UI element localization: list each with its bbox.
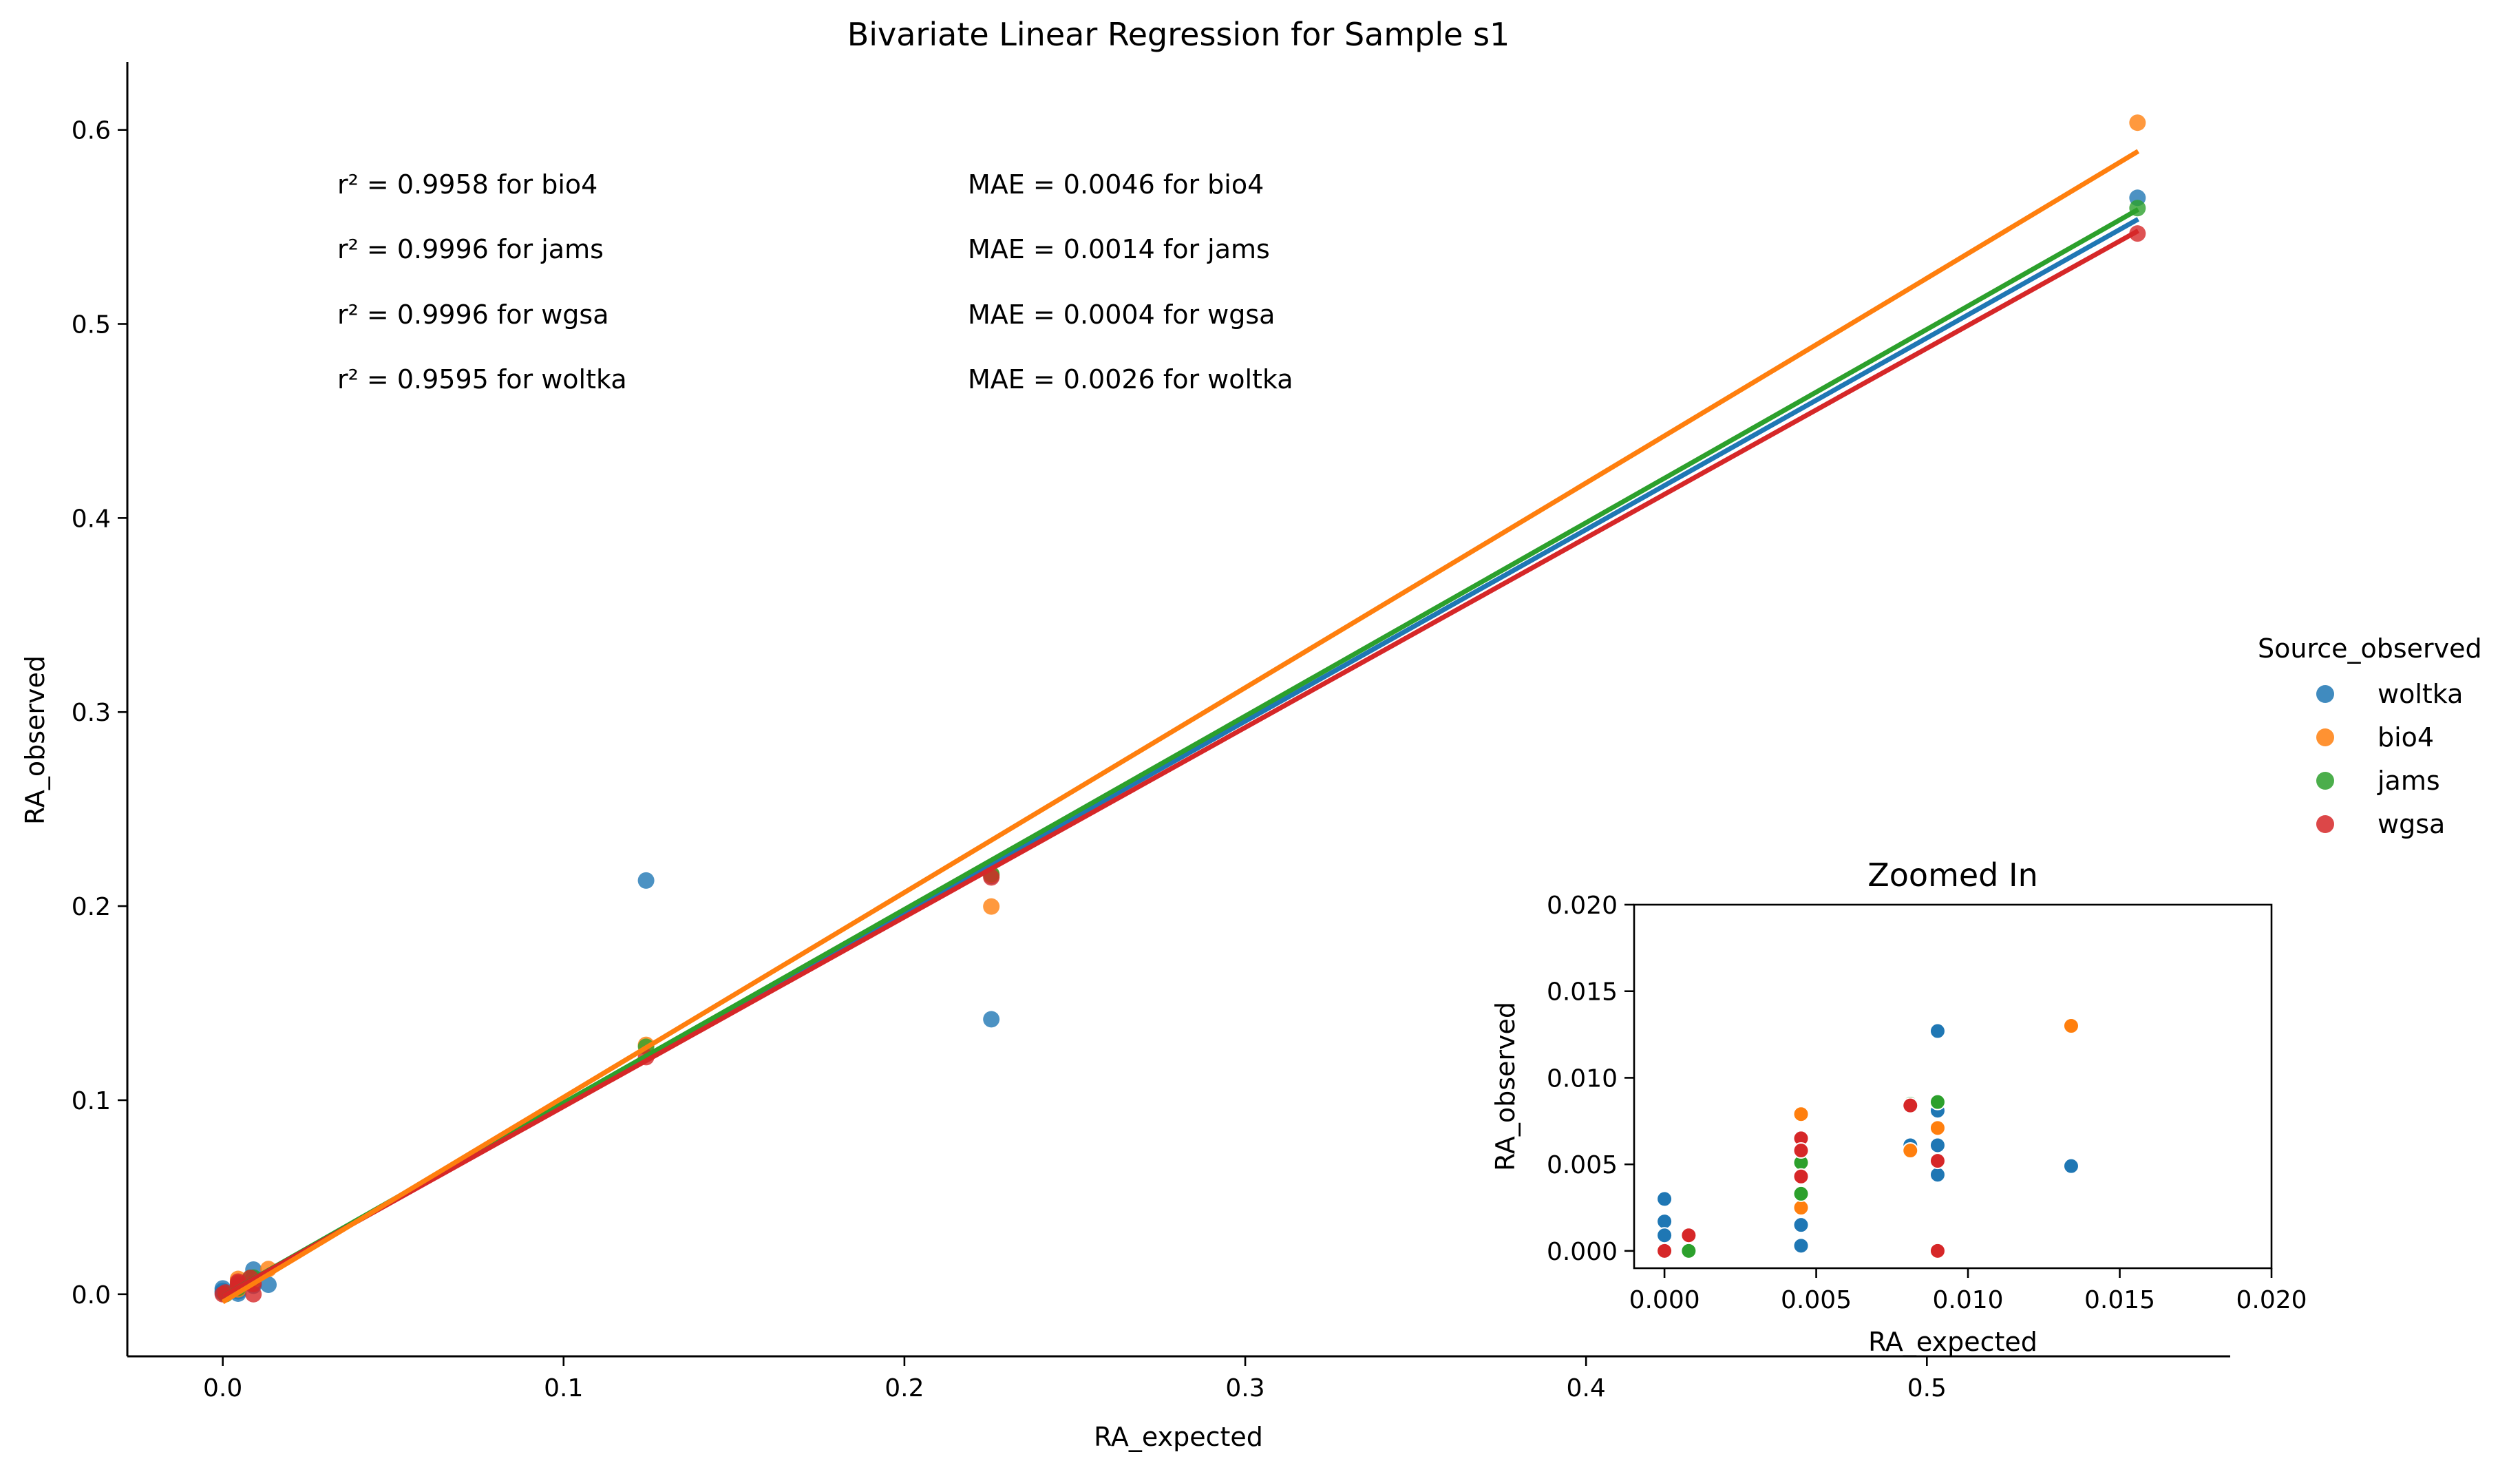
- inset-y-axis-label: RA_observed: [1490, 1002, 1521, 1171]
- y-tick-label: 0.2: [72, 893, 111, 921]
- data-point-woltka: [983, 1011, 1000, 1028]
- mae-annotations: MAE = 0.0046 for bio4 MAE = 0.0014 for j…: [968, 169, 1293, 395]
- inset-x-tick-label: 0.000: [1629, 1286, 1700, 1314]
- data-point-wgsa: [245, 1285, 262, 1303]
- x-tick-label: 0.3: [1225, 1374, 1264, 1402]
- inset-x-tick-label: 0.015: [2084, 1286, 2155, 1314]
- y-tick-label: 0.6: [72, 117, 111, 145]
- mae-annotation-woltka: MAE = 0.0026 for woltka: [968, 364, 1293, 395]
- y-tick-label: 0.1: [72, 1087, 111, 1115]
- y-tick-label: 0.3: [72, 699, 111, 727]
- inset-x-ticks: 0.000 0.005 0.010 0.015 0.020: [1629, 1268, 2307, 1314]
- data-point-bio4: [2129, 114, 2146, 132]
- inset-point-jams: [1929, 1093, 1946, 1111]
- inset-title: Zoomed In: [1867, 856, 2037, 894]
- regression-line-bio4: [221, 149, 2140, 1305]
- legend-label-woltka: woltka: [2378, 679, 2463, 709]
- mae-annotation-bio4: MAE = 0.0046 for bio4: [968, 169, 1264, 200]
- data-point-woltka: [260, 1276, 277, 1293]
- inset-point-woltka: [1929, 1022, 1946, 1040]
- inset-point-woltka: [1792, 1217, 1810, 1234]
- r2-annotations: r² = 0.9958 for bio4 r² = 0.9996 for jam…: [337, 169, 627, 395]
- inset-y-ticks: 0.000 0.005 0.010 0.015 0.020: [1547, 892, 1634, 1266]
- x-tick-label: 0.5: [1907, 1374, 1947, 1402]
- y-tick-label: 0.0: [72, 1281, 111, 1310]
- inset-plot-area: [1656, 1018, 2079, 1259]
- inset-x-tick-label: 0.005: [1781, 1286, 1852, 1314]
- inset-point-jams: [1680, 1242, 1697, 1259]
- legend-marker-jams: [2316, 772, 2334, 790]
- inset-point-jams: [1792, 1185, 1810, 1202]
- x-tick-label: 0.0: [203, 1374, 242, 1402]
- chart-title: Bivariate Linear Regression for Sample s…: [847, 16, 1510, 53]
- inset-point-wgsa: [1929, 1153, 1946, 1170]
- inset-y-tick-label: 0.000: [1547, 1238, 1618, 1266]
- legend-marker-wgsa: [2316, 815, 2334, 833]
- x-tick-label: 0.2: [885, 1374, 924, 1402]
- mae-annotation-wgsa: MAE = 0.0004 for wgsa: [968, 299, 1275, 330]
- main-y-ticks: 0.0 0.1 0.2 0.3 0.4 0.5 0.6: [72, 117, 127, 1310]
- inset-point-woltka: [1656, 1190, 1673, 1208]
- data-point-bio4: [983, 898, 1000, 915]
- y-tick-label: 0.5: [72, 311, 111, 339]
- inset-point-woltka: [1792, 1237, 1810, 1254]
- inset-y-tick-label: 0.005: [1547, 1151, 1618, 1179]
- r2-annotation-bio4: r² = 0.9958 for bio4: [337, 169, 597, 200]
- y-axis-label: RA_observed: [20, 655, 50, 825]
- main-plot-area: [214, 114, 2146, 1305]
- y-tick-label: 0.4: [72, 505, 111, 533]
- legend-label-jams: jams: [2377, 766, 2440, 796]
- r2-annotation-jams: r² = 0.9996 for jams: [337, 234, 604, 264]
- legend: Source_observed woltka bio4 jams wgsa: [2258, 633, 2482, 839]
- inset-point-wgsa: [1680, 1227, 1697, 1244]
- x-axis-label: RA_expected: [1094, 1422, 1263, 1452]
- legend-label-wgsa: wgsa: [2378, 809, 2445, 839]
- legend-label-bio4: bio4: [2378, 722, 2434, 753]
- inset-point-woltka: [1656, 1213, 1673, 1230]
- inset-y-tick-label: 0.010: [1547, 1064, 1618, 1093]
- inset-point-bio4: [1792, 1199, 1810, 1216]
- inset-point-bio4: [1792, 1106, 1810, 1123]
- r2-annotation-wgsa: r² = 0.9996 for wgsa: [337, 299, 609, 330]
- legend-marker-bio4: [2316, 728, 2334, 746]
- x-tick-label: 0.4: [1567, 1374, 1606, 1402]
- mae-annotation-jams: MAE = 0.0014 for jams: [968, 234, 1270, 264]
- inset-y-tick-label: 0.020: [1547, 892, 1618, 920]
- inset-point-wgsa: [1902, 1097, 1919, 1114]
- inset-point-woltka: [2062, 1157, 2079, 1175]
- inset-point-wgsa: [1792, 1142, 1810, 1159]
- inset-point-bio4: [2062, 1018, 2079, 1034]
- inset-point-wgsa: [1656, 1242, 1673, 1259]
- inset-frame: [1633, 903, 2273, 1270]
- inset-point-woltka: [1929, 1166, 1946, 1184]
- legend-title: Source_observed: [2258, 633, 2482, 664]
- inset-x-tick-label: 0.020: [2236, 1286, 2307, 1314]
- legend-marker-woltka: [2316, 685, 2334, 703]
- inset-point-woltka: [1656, 1227, 1673, 1244]
- inset-y-tick-label: 0.015: [1547, 978, 1618, 1007]
- regression-line-wgsa: [221, 229, 2140, 1298]
- main-x-ticks: 0.0 0.1 0.2 0.3 0.4 0.5: [203, 1356, 1947, 1402]
- inset-point-bio4: [1902, 1142, 1919, 1159]
- inset-point-woltka: [1929, 1137, 1946, 1154]
- x-tick-label: 0.1: [544, 1374, 583, 1402]
- inset-x-tick-label: 0.010: [1933, 1286, 2004, 1314]
- inset-x-axis-label: RA_expected: [1868, 1327, 2037, 1357]
- r2-annotation-woltka: r² = 0.9595 for woltka: [337, 364, 627, 395]
- inset-point-bio4: [1929, 1119, 1946, 1137]
- data-point-woltka: [637, 872, 655, 889]
- regression-line-jams: [221, 207, 2140, 1298]
- inset-point-wgsa: [1792, 1168, 1810, 1185]
- inset-point-wgsa: [1929, 1242, 1946, 1259]
